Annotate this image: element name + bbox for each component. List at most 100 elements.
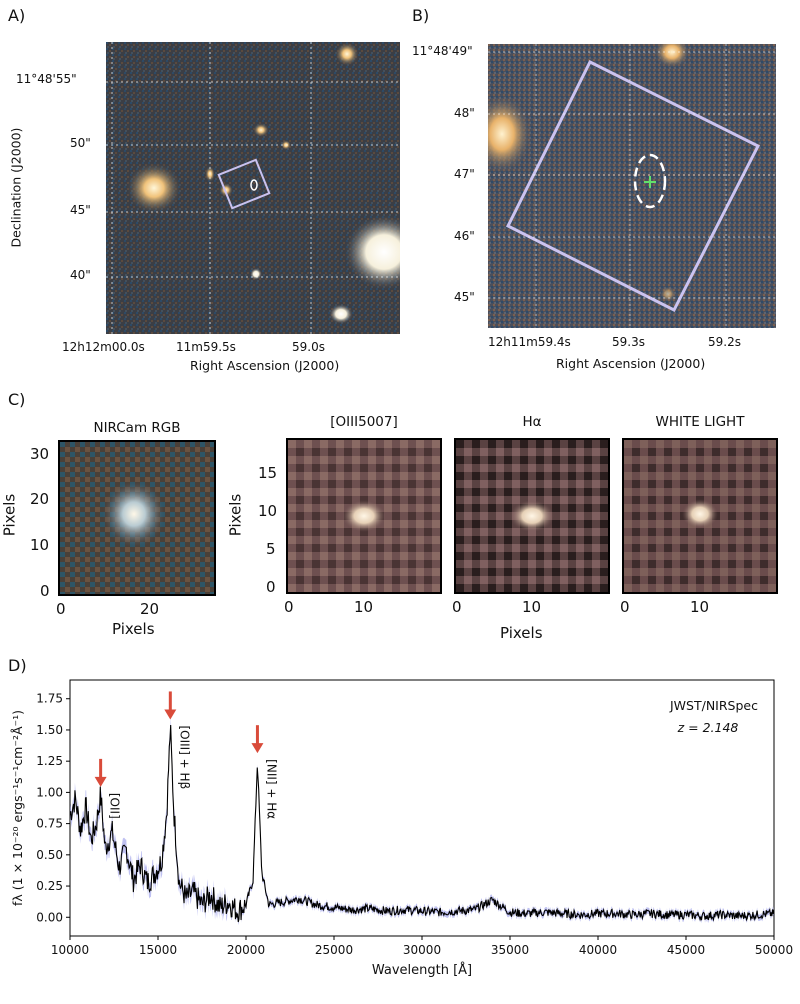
source-blob xyxy=(682,499,718,529)
tick-label: 45" xyxy=(70,203,91,217)
tick-label: 47" xyxy=(454,167,475,181)
y-tick-label: 1.50 xyxy=(36,723,63,737)
tick-label: 50" xyxy=(70,136,91,150)
tick-label: 10 xyxy=(30,536,50,554)
source-blob xyxy=(510,500,554,532)
x-tick-label: 30000 xyxy=(403,943,441,957)
grid-lines xyxy=(488,44,776,328)
x-tick-label: 50000 xyxy=(755,943,793,957)
y-tick-label: 1.75 xyxy=(36,692,63,706)
galaxy-blob xyxy=(329,304,353,324)
tick-label: 10 xyxy=(354,598,374,616)
panel-b-label: B) xyxy=(412,6,430,25)
tick-label: 0 xyxy=(284,598,294,616)
x-tick-label: 25000 xyxy=(315,943,353,957)
grid-lines xyxy=(106,42,400,334)
tick-label: 10 xyxy=(690,598,710,616)
ifu-footprint xyxy=(505,59,761,313)
white-light-stamp xyxy=(622,438,778,594)
panel-a-label: A) xyxy=(8,6,26,25)
tick-label: 10 xyxy=(522,598,542,616)
emission-line-label: [OII] xyxy=(108,793,122,819)
panel-title: WHITE LIGHT xyxy=(655,414,745,430)
panel-c-label: C) xyxy=(8,390,26,409)
panel-title: [OIII5007] xyxy=(330,414,398,430)
target-cross-icon xyxy=(644,176,656,188)
x-tick-label: 45000 xyxy=(667,943,705,957)
tick-label: 59.3s xyxy=(612,335,645,349)
panel-title: Hα xyxy=(522,414,542,430)
tick-label: 45" xyxy=(454,290,475,304)
y-axis-label: fλ (1 × 10⁻²⁰ ergs⁻¹s⁻¹cm⁻²Å⁻¹) xyxy=(10,710,25,906)
target-ellipse xyxy=(633,153,667,209)
x-tick-label: 10000 xyxy=(51,943,89,957)
emission-line-label: [NII] + Hα xyxy=(264,759,278,819)
plot-frame xyxy=(69,679,775,937)
y-tick-label: 0.00 xyxy=(36,910,63,924)
tick-label: 59.2s xyxy=(708,335,741,349)
x-tick-label: 40000 xyxy=(579,943,617,957)
panel-d-label: D) xyxy=(8,656,27,675)
galaxy-blob xyxy=(335,42,359,66)
x-axis-label: Right Ascension (J2000) xyxy=(556,356,706,371)
tick-label: 10 xyxy=(258,502,278,520)
spectrum-chart: 10000 15000 20000 25000 30000 35000 40000 45000… xyxy=(10,679,793,978)
tick-label: 59.0s xyxy=(292,340,325,354)
tick-label: 20 xyxy=(140,600,160,618)
tick-label: 11°48'49" xyxy=(412,44,473,58)
x-axis-label: Right Ascension (J2000) xyxy=(190,358,340,373)
source-blob xyxy=(342,500,386,532)
tick-label: 46" xyxy=(454,229,475,243)
tick-label: 48" xyxy=(454,106,475,120)
emission-arrow-head-icon xyxy=(94,776,107,787)
tick-label: 11°48'55" xyxy=(16,72,77,86)
emission-line-label: [OIII] + Hβ xyxy=(177,725,191,789)
tick-label: 20 xyxy=(30,490,50,508)
y-axis-label: Pixels xyxy=(0,493,19,537)
nircam-rgb-stamp xyxy=(58,440,216,596)
y-tick-label: 0.75 xyxy=(36,817,63,831)
galaxy-blob xyxy=(654,44,690,68)
x-axis-label: Wavelength [Å] xyxy=(372,962,472,978)
tick-label: 0 xyxy=(452,598,462,616)
oiii-stamp xyxy=(286,438,442,594)
emission-arrow-head-icon xyxy=(164,709,177,720)
source-blob xyxy=(102,480,166,548)
spectrum-line xyxy=(69,725,775,923)
galaxy-blob xyxy=(253,123,269,137)
tick-label: 15 xyxy=(258,464,278,482)
annotation-redshift: z = 2.148 xyxy=(677,720,739,735)
tick-label: 12h11m59.4s xyxy=(488,335,571,349)
x-tick-label: 35000 xyxy=(491,943,529,957)
annotation-instrument: JWST/NIRSpec xyxy=(669,698,758,713)
x-tick-label: 15000 xyxy=(139,943,177,957)
y-axis-label: Pixels xyxy=(226,493,245,537)
panel-a-image xyxy=(106,42,400,334)
y-tick-label: 0.50 xyxy=(36,848,63,862)
y-tick-label: 1.00 xyxy=(36,785,63,799)
galaxy-blob xyxy=(344,214,400,290)
galaxy-blob xyxy=(660,286,676,302)
target-ellipse xyxy=(250,179,258,191)
panel-b-image xyxy=(488,44,776,328)
galaxy-blob xyxy=(126,162,182,214)
tick-label: 0 xyxy=(56,600,66,618)
ifu-footprint xyxy=(217,158,271,210)
tick-label: 30 xyxy=(30,445,50,463)
tick-label: 0 xyxy=(620,598,630,616)
tick-label: 40" xyxy=(70,268,91,282)
x-axis-label: Pixels xyxy=(112,620,155,638)
halpha-stamp xyxy=(454,438,610,594)
tick-label: 5 xyxy=(266,540,276,558)
tick-label: 0 xyxy=(266,578,276,596)
x-axis-label: Pixels xyxy=(500,624,543,642)
emission-arrow-head-icon xyxy=(251,743,264,754)
y-axis-label: Declination (J2000) xyxy=(8,127,24,248)
tick-label: 0 xyxy=(40,582,50,600)
galaxy-blob xyxy=(250,268,262,280)
x-tick-label: 20000 xyxy=(227,943,265,957)
y-tick-label: 1.25 xyxy=(36,754,63,768)
tick-label: 12h12m00.0s xyxy=(62,340,145,354)
tick-label: 11m59.5s xyxy=(176,340,236,354)
panel-title: NIRCam RGB xyxy=(93,420,181,436)
